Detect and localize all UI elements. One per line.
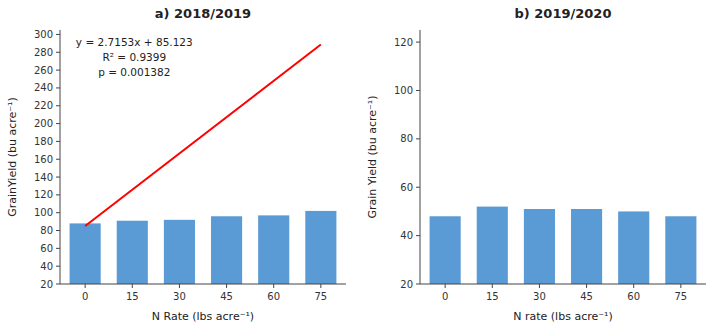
y-tick-label: 20 [40,279,53,290]
bar [70,223,101,284]
y-tick [56,34,60,35]
x-tick [539,284,540,288]
x-tick [492,284,493,288]
y-tick [56,70,60,71]
y-tick-label: 140 [34,172,53,183]
plot-area [70,44,337,284]
equation-text: p = 0.001382 [98,66,170,78]
y-tick [56,87,60,88]
y-tick-label: 200 [34,118,53,129]
y-tick [56,266,60,267]
panel: b) 2019/2020 20 40 60 80 100 120 0 15 30 45 60 75 N r… [366,6,706,323]
y-tick-label: 20 [400,279,413,290]
chart-figure: a) 2018/20192040608010012014016018020022… [0,0,720,334]
bar [477,207,508,284]
bar [665,216,696,284]
x-tick [680,284,681,288]
y-tick [56,248,60,249]
y-tick [416,187,420,188]
y-axis-label: Grain Yield (bu acre⁻¹) [366,95,379,218]
y-tick-label: 120 [394,37,413,48]
title: b) 2019/2020 [515,6,612,21]
x-tick-label: 45 [580,291,593,302]
y-tick-label: 40 [40,261,53,272]
bar [524,209,555,284]
y-tick-label: 80 [40,225,53,236]
y-tick [416,284,420,285]
bar [211,216,242,284]
bar [164,220,195,284]
y-tick [56,141,60,142]
bar [258,215,289,284]
y-tick [56,105,60,106]
trend-line [85,44,321,226]
x-tick-label: 0 [442,291,448,302]
y-tick-label: 160 [34,154,53,165]
y-tick [56,194,60,195]
y-tick-label: 280 [34,47,53,58]
y-tick [56,284,60,285]
x-tick-label: 45 [220,291,233,302]
x-tick-label: 0 [82,291,88,302]
x-tick [132,284,133,288]
y-tick-label: 240 [34,82,53,93]
x-tick [179,284,180,288]
x-tick [85,284,86,288]
x-tick [273,284,274,288]
x-tick [633,284,634,288]
x-tick [226,284,227,288]
y-tick-label: 300 [34,29,53,40]
bar [618,211,649,284]
y-tick [416,138,420,139]
y-tick [56,123,60,124]
plot-area [430,207,697,284]
x-tick [586,284,587,288]
equation-text: R² = 0.9399 [102,51,166,63]
y-tick-label: 180 [34,136,53,147]
x-tick-label: 75 [674,291,687,302]
equation-text: y = 2.7153x + 85.123 [76,36,193,48]
bar [117,221,148,284]
y-tick-label: 220 [34,100,53,111]
x-tick-label: 60 [627,291,640,302]
y-tick [416,235,420,236]
y-axis [420,30,421,284]
y-tick [56,177,60,178]
y-tick [56,52,60,53]
x-tick-label: 15 [126,291,139,302]
x-tick-label: 15 [486,291,499,302]
x-tick-label: 30 [533,291,546,302]
x-axis-label: N rate (lbs acre⁻¹) [513,310,612,323]
y-tick-label: 120 [34,189,53,200]
x-tick [320,284,321,288]
y-tick-label: 60 [40,243,53,254]
y-tick-label: 40 [400,230,413,241]
x-tick-label: 75 [314,291,327,302]
x-tick-label: 60 [267,291,280,302]
y-tick [416,90,420,91]
x-axis [60,284,346,285]
y-axis [60,30,61,284]
y-tick-label: 60 [400,182,413,193]
y-axis-label: GrainYield (bu acre⁻¹) [6,97,19,217]
y-tick [56,159,60,160]
bar [571,209,602,284]
x-tick-label: 30 [173,291,186,302]
bar [305,211,336,284]
y-tick [416,42,420,43]
bar [430,216,461,284]
y-tick-label: 260 [34,65,53,76]
y-tick [56,230,60,231]
y-tick-label: 100 [34,207,53,218]
y-tick [56,212,60,213]
title: a) 2018/2019 [155,6,251,21]
y-tick-label: 80 [400,133,413,144]
x-tick [445,284,446,288]
y-tick-label: 100 [394,85,413,96]
x-axis [420,284,706,285]
x-axis-label: N Rate (lbs acre⁻¹) [152,310,254,323]
panel: a) 2018/2019 20 40 60 80 100 120 140 160 180 200 22… [6,6,346,323]
